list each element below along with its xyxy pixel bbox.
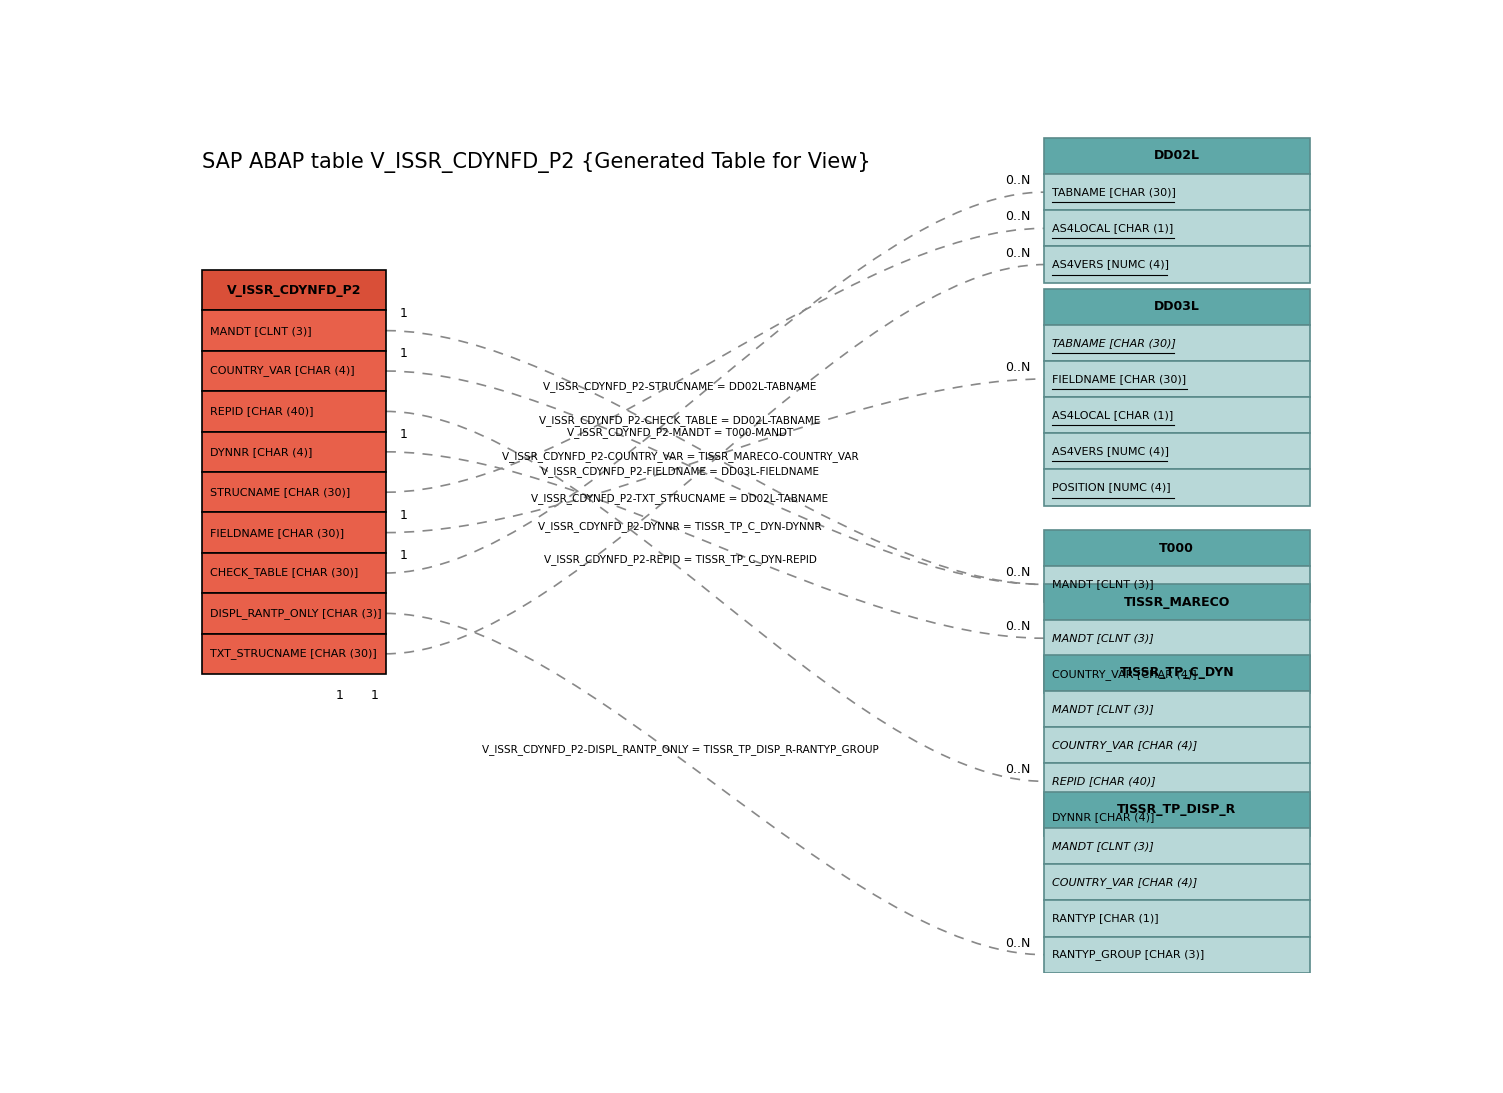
Bar bbox=[1045, 763, 1309, 799]
Text: V_ISSR_CDYNFD_P2-REPID = TISSR_TP_C_DYN-REPID: V_ISSR_CDYNFD_P2-REPID = TISSR_TP_C_DYN-… bbox=[544, 554, 816, 565]
Text: COUNTRY_VAR [CHAR (4)]: COUNTRY_VAR [CHAR (4)] bbox=[210, 365, 355, 376]
Bar bbox=[1045, 937, 1309, 973]
Bar bbox=[201, 351, 386, 391]
Text: TISSR_TP_DISP_R: TISSR_TP_DISP_R bbox=[1117, 803, 1237, 816]
Text: 1: 1 bbox=[400, 348, 407, 360]
Text: MANDT [CLNT (3)]: MANDT [CLNT (3)] bbox=[1052, 704, 1154, 714]
Bar bbox=[201, 391, 386, 432]
Bar bbox=[1045, 655, 1309, 691]
Text: DD03L: DD03L bbox=[1154, 301, 1199, 313]
Text: V_ISSR_CDYNFD_P2-MANDT = T000-MANDT: V_ISSR_CDYNFD_P2-MANDT = T000-MANDT bbox=[567, 426, 794, 437]
Text: V_ISSR_CDYNFD_P2-DYNNR = TISSR_TP_C_DYN-DYNNR: V_ISSR_CDYNFD_P2-DYNNR = TISSR_TP_C_DYN-… bbox=[538, 521, 822, 532]
Bar bbox=[1045, 325, 1309, 361]
Bar bbox=[201, 634, 386, 674]
Bar bbox=[1045, 584, 1309, 620]
Text: MANDT [CLNT (3)]: MANDT [CLNT (3)] bbox=[1052, 842, 1154, 851]
Text: COUNTRY_VAR [CHAR (4)]: COUNTRY_VAR [CHAR (4)] bbox=[1052, 669, 1196, 680]
Text: TABNAME [CHAR (30)]: TABNAME [CHAR (30)] bbox=[1052, 338, 1175, 348]
Bar bbox=[1045, 727, 1309, 763]
Bar bbox=[1045, 397, 1309, 433]
Bar bbox=[201, 310, 386, 351]
Bar bbox=[1045, 691, 1309, 727]
Text: POSITION [NUMC (4)]: POSITION [NUMC (4)] bbox=[1052, 483, 1171, 493]
Bar bbox=[1045, 656, 1309, 693]
Bar bbox=[201, 513, 386, 553]
Text: FIELDNAME [CHAR (30)]: FIELDNAME [CHAR (30)] bbox=[1052, 374, 1186, 384]
Bar bbox=[1045, 433, 1309, 470]
Text: AS4VERS [NUMC (4)]: AS4VERS [NUMC (4)] bbox=[1052, 446, 1169, 457]
Text: COUNTRY_VAR [CHAR (4)]: COUNTRY_VAR [CHAR (4)] bbox=[1052, 877, 1198, 888]
Bar bbox=[1045, 791, 1309, 828]
Bar bbox=[1045, 138, 1309, 174]
Text: CHECK_TABLE [CHAR (30)]: CHECK_TABLE [CHAR (30)] bbox=[210, 567, 358, 578]
Text: 0..N: 0..N bbox=[1004, 210, 1030, 223]
Text: 1: 1 bbox=[400, 549, 407, 562]
Bar bbox=[1045, 566, 1309, 602]
Bar bbox=[1045, 174, 1309, 210]
Text: V_ISSR_CDYNFD_P2-COUNTRY_VAR = TISSR_MARECO-COUNTRY_VAR: V_ISSR_CDYNFD_P2-COUNTRY_VAR = TISSR_MAR… bbox=[502, 451, 858, 462]
Text: MANDT [CLNT (3)]: MANDT [CLNT (3)] bbox=[210, 326, 311, 336]
Text: 0..N: 0..N bbox=[1004, 361, 1030, 374]
Text: V_ISSR_CDYNFD_P2-TXT_STRUCNAME = DD02L-TABNAME: V_ISSR_CDYNFD_P2-TXT_STRUCNAME = DD02L-T… bbox=[532, 493, 828, 504]
Bar bbox=[201, 593, 386, 634]
Text: 0..N: 0..N bbox=[1004, 620, 1030, 633]
Text: 0..N: 0..N bbox=[1004, 247, 1030, 259]
Text: AS4VERS [NUMC (4)]: AS4VERS [NUMC (4)] bbox=[1052, 259, 1169, 270]
Text: AS4LOCAL [CHAR (1)]: AS4LOCAL [CHAR (1)] bbox=[1052, 223, 1174, 234]
Text: V_ISSR_CDYNFD_P2-STRUCNAME = DD02L-TABNAME: V_ISSR_CDYNFD_P2-STRUCNAME = DD02L-TABNA… bbox=[543, 381, 816, 392]
Text: 1: 1 bbox=[400, 508, 407, 521]
Text: DD02L: DD02L bbox=[1154, 150, 1199, 163]
Bar bbox=[1045, 901, 1309, 937]
Text: TISSR_MARECO: TISSR_MARECO bbox=[1124, 596, 1229, 609]
Text: DYNNR [CHAR (4)]: DYNNR [CHAR (4)] bbox=[1052, 812, 1154, 823]
Text: 1: 1 bbox=[335, 689, 343, 702]
Text: TXT_STRUCNAME [CHAR (30)]: TXT_STRUCNAME [CHAR (30)] bbox=[210, 648, 377, 659]
Text: 1: 1 bbox=[400, 307, 407, 319]
Bar bbox=[201, 270, 386, 310]
Bar bbox=[1045, 470, 1309, 506]
Text: 0..N: 0..N bbox=[1004, 937, 1030, 950]
Text: RANTYP_GROUP [CHAR (3)]: RANTYP_GROUP [CHAR (3)] bbox=[1052, 949, 1204, 960]
Text: STRUCNAME [CHAR (30)]: STRUCNAME [CHAR (30)] bbox=[210, 487, 350, 497]
Bar bbox=[201, 432, 386, 472]
Text: V_ISSR_CDYNFD_P2-CHECK_TABLE = DD02L-TABNAME: V_ISSR_CDYNFD_P2-CHECK_TABLE = DD02L-TAB… bbox=[540, 415, 821, 426]
Bar bbox=[1045, 828, 1309, 865]
Text: T000: T000 bbox=[1159, 542, 1195, 554]
Bar bbox=[1045, 799, 1309, 835]
Bar bbox=[201, 553, 386, 593]
Text: 0..N: 0..N bbox=[1004, 566, 1030, 579]
Text: RANTYP [CHAR (1)]: RANTYP [CHAR (1)] bbox=[1052, 914, 1159, 924]
Text: V_ISSR_CDYNFD_P2-FIELDNAME = DD03L-FIELDNAME: V_ISSR_CDYNFD_P2-FIELDNAME = DD03L-FIELD… bbox=[541, 466, 819, 477]
Bar bbox=[1045, 865, 1309, 901]
Text: V_ISSR_CDYNFD_P2-DISPL_RANTP_ONLY = TISSR_TP_DISP_R-RANTYP_GROUP: V_ISSR_CDYNFD_P2-DISPL_RANTP_ONLY = TISS… bbox=[481, 744, 878, 755]
Text: DISPL_RANTP_ONLY [CHAR (3)]: DISPL_RANTP_ONLY [CHAR (3)] bbox=[210, 608, 382, 619]
Text: V_ISSR_CDYNFD_P2: V_ISSR_CDYNFD_P2 bbox=[227, 284, 361, 296]
Text: 0..N: 0..N bbox=[1004, 763, 1030, 776]
Text: SAP ABAP table V_ISSR_CDYNFD_P2 {Generated Table for View}: SAP ABAP table V_ISSR_CDYNFD_P2 {Generat… bbox=[201, 152, 870, 173]
Text: AS4LOCAL [CHAR (1)]: AS4LOCAL [CHAR (1)] bbox=[1052, 410, 1174, 420]
Bar bbox=[1045, 530, 1309, 566]
Text: TISSR_TP_C_DYN: TISSR_TP_C_DYN bbox=[1120, 667, 1234, 679]
Text: 1: 1 bbox=[370, 689, 379, 702]
Text: REPID [CHAR (40)]: REPID [CHAR (40)] bbox=[1052, 776, 1156, 786]
Text: DYNNR [CHAR (4)]: DYNNR [CHAR (4)] bbox=[210, 447, 313, 457]
Text: FIELDNAME [CHAR (30)]: FIELDNAME [CHAR (30)] bbox=[210, 528, 344, 538]
Text: MANDT [CLNT (3)]: MANDT [CLNT (3)] bbox=[1052, 579, 1154, 589]
Text: COUNTRY_VAR [CHAR (4)]: COUNTRY_VAR [CHAR (4)] bbox=[1052, 740, 1198, 751]
Text: MANDT [CLNT (3)]: MANDT [CLNT (3)] bbox=[1052, 633, 1154, 643]
Text: TABNAME [CHAR (30)]: TABNAME [CHAR (30)] bbox=[1052, 187, 1175, 197]
Text: 1: 1 bbox=[400, 427, 407, 440]
Bar bbox=[1045, 620, 1309, 656]
Bar bbox=[1045, 289, 1309, 325]
Bar bbox=[1045, 361, 1309, 397]
Bar bbox=[1045, 246, 1309, 283]
Bar bbox=[201, 472, 386, 513]
Bar bbox=[1045, 210, 1309, 246]
Text: REPID [CHAR (40)]: REPID [CHAR (40)] bbox=[210, 407, 314, 416]
Text: 0..N: 0..N bbox=[1004, 174, 1030, 187]
